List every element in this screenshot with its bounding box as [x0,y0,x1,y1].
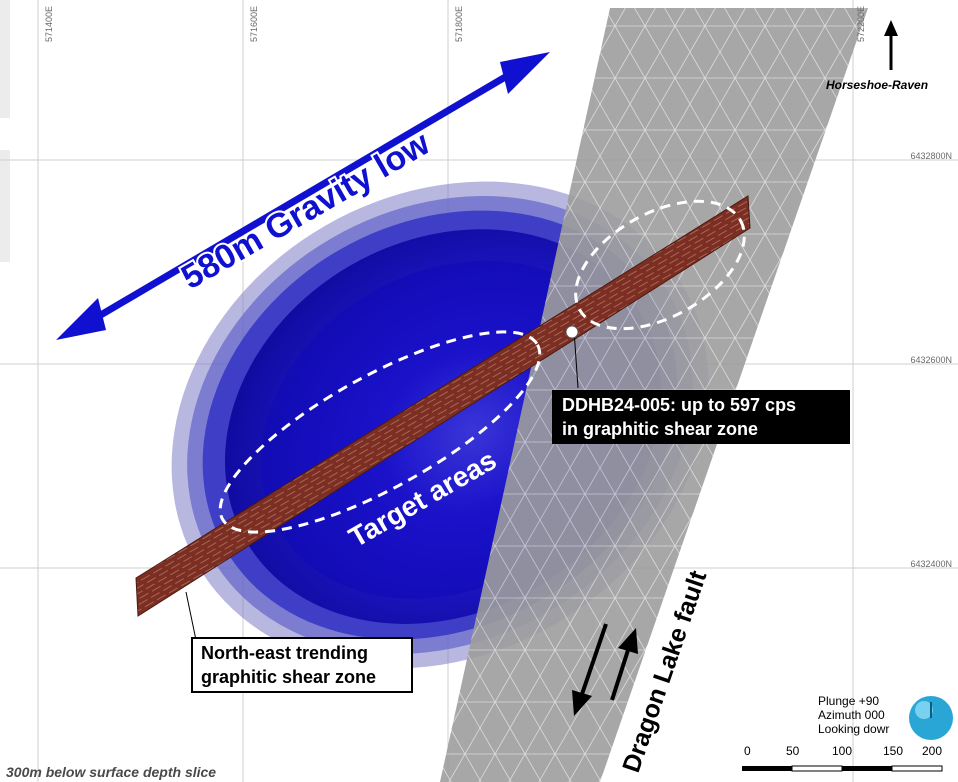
azimuth-text: Azimuth 000 [818,708,885,722]
gravity-extent-arrow [56,52,550,340]
scale-tick-label: 50 [786,744,800,758]
looking-text: Looking dowr [818,722,890,736]
easting-label: 571600E [249,6,259,43]
northing-label: 6432600N [910,355,952,365]
drillhole-callout-line: in graphitic shear zone [562,419,759,439]
scale-tick-label: 200 [922,744,943,758]
north-label: Horseshoe-Raven [826,78,929,92]
target-area-outline [218,330,542,534]
shear-zone-callout: North-east trending graphitic shear zone [191,637,413,693]
left-panel-strip [0,0,10,118]
target-area-outline [574,199,746,331]
northing-label: 6432800N [910,151,952,161]
drillhole-callout-line: DDHB24-005: up to 597 cps [562,395,797,415]
drillhole-callout: DDHB24-005: up to 597 cps in graphitic s… [552,390,850,444]
drillhole-marker [565,325,579,389]
shear-callout-line: North-east trending [201,643,369,663]
scale-tick-label: 100 [832,744,853,758]
northing-label: 6432400N [910,559,952,569]
orientation-sphere-icon [909,696,953,740]
shear-callout-leader [185,591,197,641]
depth-slice-label: 300m below surface depth slice [6,764,217,780]
plunge-text: Plunge +90 [818,694,880,708]
view-orientation-info: Plunge +90 Azimuth 000 Looking dowr [818,694,889,736]
easting-label: 571800E [454,6,464,43]
left-panel-strip [0,150,10,262]
shear-callout-line: graphitic shear zone [201,667,377,687]
shear-zone [135,195,751,617]
scale-tick-label: 0 [744,744,751,758]
easting-label: 571400E [44,6,54,43]
scale-tick-label: 150 [883,744,904,758]
fault-sense-arrows [572,623,638,716]
north-arrow-icon [884,20,898,70]
easting-label: 572200E [856,6,866,43]
scale-bar [742,765,943,772]
